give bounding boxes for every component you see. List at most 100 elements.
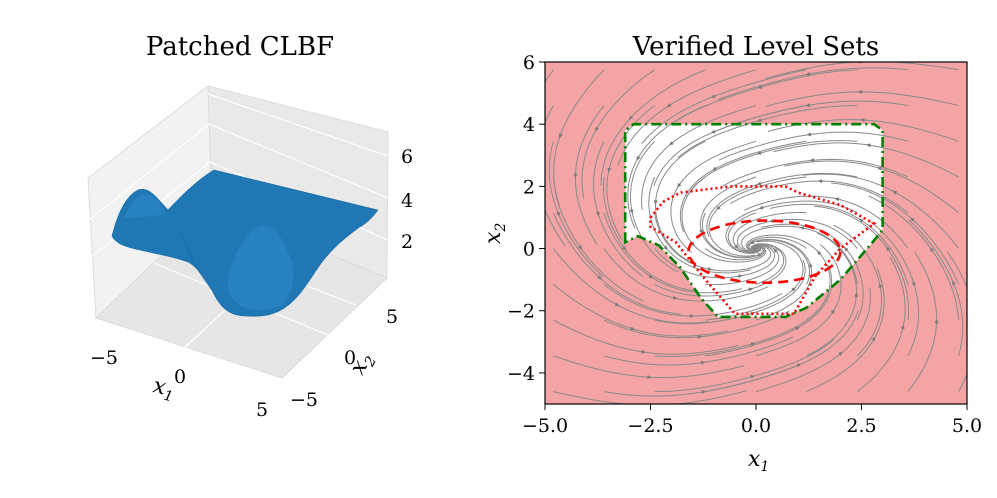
stream-arrow <box>866 143 874 148</box>
y-tick-label: −4 <box>507 363 535 385</box>
stream-arrow <box>844 246 849 252</box>
stream-arrow <box>837 351 844 356</box>
level-set-dashed <box>687 219 842 285</box>
stream-arrow <box>636 155 641 161</box>
stream-arrow <box>830 309 835 315</box>
stream-arrow <box>677 182 682 188</box>
stream-arrow <box>748 342 756 347</box>
stream-arrow <box>885 246 891 252</box>
stream-arrow <box>556 211 560 217</box>
y-tick-label: 4 <box>523 114 535 136</box>
streamline <box>545 69 554 83</box>
stream-arrow <box>929 247 935 253</box>
streamline <box>545 105 566 246</box>
y-tick-label-0: 5 <box>386 306 398 328</box>
stream-arrow <box>773 248 778 254</box>
stream-arrow <box>834 197 842 202</box>
stream-arrow <box>878 283 883 289</box>
stream-arrow <box>910 217 916 222</box>
stream-arrow <box>871 336 876 342</box>
stream-arrow <box>670 295 678 300</box>
stream-arrow <box>756 181 764 186</box>
stream-arrow <box>756 151 764 155</box>
stream-arrow <box>735 274 743 279</box>
stream-arrow <box>757 84 765 89</box>
stream-arrow <box>876 166 884 171</box>
streamline <box>553 390 747 404</box>
stream-arrow <box>699 390 707 395</box>
y-tick-label: −2 <box>507 301 535 323</box>
stream-arrow <box>545 83 546 89</box>
z-tick-label-1: 4 <box>401 190 413 212</box>
stream-arrow <box>806 132 814 137</box>
stream-arrow <box>629 208 634 215</box>
stream-arrow <box>705 266 713 271</box>
y-tick-label: 0 <box>523 239 535 261</box>
stream-arrow <box>748 375 756 379</box>
stream-arrow <box>558 132 563 139</box>
surface-right-bump <box>227 225 294 310</box>
surface-panel: Patched CLBF −5 0 5 5 0 −5 2 4 6 <box>87 32 413 421</box>
stream-arrow <box>716 205 722 211</box>
stream-arrow <box>668 141 675 146</box>
stream-arrow <box>663 245 668 251</box>
stream-arrow <box>756 118 764 123</box>
stream-arrow <box>710 94 718 98</box>
x-axis-label: x1 <box>748 447 769 475</box>
level-set-dashdot <box>623 122 884 319</box>
stream-arrow <box>892 190 899 195</box>
stream-arrow <box>607 166 612 173</box>
level-sets-panel: Verified Level Sets −5.0 −2.5 0.0 2.5 5.0−4−… <box>481 32 982 475</box>
stream-arrow <box>858 218 865 223</box>
stream-arrow <box>596 275 602 280</box>
stream-arrow <box>758 205 766 210</box>
x-tick-label-1: 0 <box>174 366 186 388</box>
y-tick-label-1: 0 <box>344 347 356 369</box>
x-tick-label: −2.5 <box>627 415 673 437</box>
y-tick-label: 6 <box>523 52 535 74</box>
x-tick-label: 5.0 <box>952 415 982 437</box>
x-tick-label: 2.5 <box>846 415 876 437</box>
stream-arrow <box>577 244 583 250</box>
streamline <box>764 62 959 80</box>
streamlines <box>545 62 967 404</box>
stream-arrow <box>952 280 956 286</box>
stream-arrow <box>805 71 813 76</box>
level-set-curves <box>623 122 884 319</box>
x-tick-label: −5.0 <box>522 415 568 437</box>
stream-arrow <box>638 349 646 354</box>
stream-arrow <box>613 302 620 307</box>
stream-arrow <box>805 103 813 108</box>
stream-arrow <box>799 226 807 231</box>
stream-arrow <box>900 324 905 331</box>
stream-arrow <box>912 280 917 287</box>
y-tick-label: 2 <box>523 176 535 198</box>
stream-arrow <box>749 240 757 244</box>
streamline <box>946 251 967 392</box>
stream-arrow <box>790 286 796 292</box>
stream-arrow <box>808 262 813 269</box>
stream-arrow <box>698 360 706 365</box>
stream-arrow <box>794 363 802 368</box>
stream-arrow <box>746 287 754 292</box>
stream-arrow <box>711 166 719 171</box>
stream-arrow <box>710 129 718 134</box>
surface-x-axis-label: x1 <box>150 373 177 405</box>
x-tick-label-0: −5 <box>90 347 118 369</box>
y-axis-label: x2 <box>481 223 509 244</box>
stream-arrow <box>817 250 822 256</box>
z-tick-label-2: 6 <box>401 146 413 168</box>
stream-arrow <box>595 210 600 217</box>
level-sets-title: Verified Level Sets <box>632 32 879 62</box>
surface-left-bump-highlight <box>124 193 166 218</box>
stream-arrow <box>647 274 654 279</box>
stream-arrow <box>595 126 600 132</box>
stream-arrow <box>666 103 673 108</box>
z-tick-label-0: 2 <box>401 231 413 253</box>
surface-title: Patched CLBF <box>146 32 334 62</box>
stream-arrow <box>699 228 704 235</box>
y-tick-label-2: −5 <box>290 389 318 411</box>
axis-ticks: −5.0 −2.5 0.0 2.5 5.0 −4 −2 0 2 4 6 <box>507 52 982 437</box>
x-tick-label: 0.0 <box>741 415 771 437</box>
